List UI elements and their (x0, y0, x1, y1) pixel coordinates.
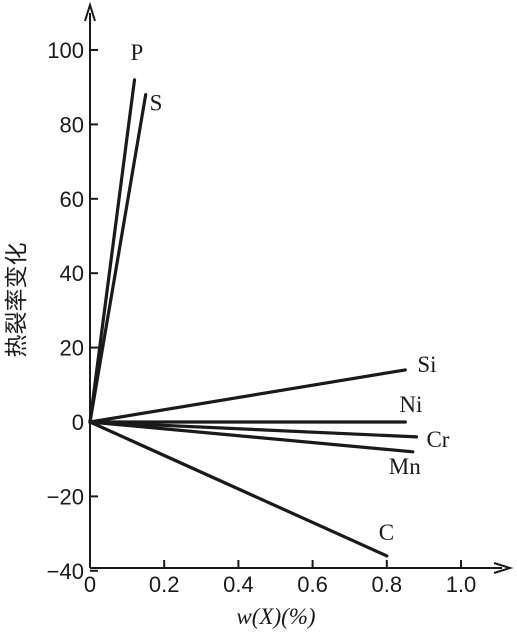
series-label-cr: Cr (426, 427, 449, 452)
y-tick-label: 20 (60, 336, 84, 361)
y-tick-label: 80 (60, 112, 84, 137)
y-tick-label: −20 (47, 484, 84, 509)
series-label-p: P (131, 40, 144, 65)
series-line-s (88, 93, 148, 424)
series-line-c (88, 420, 389, 558)
series-line-p (88, 78, 137, 424)
series-group (88, 78, 419, 558)
series-line-cr (88, 420, 419, 439)
series-label-si: Si (417, 352, 436, 377)
y-axis-arrow-icon (84, 1, 96, 22)
x-tick-label: 0.2 (149, 572, 180, 597)
x-axis-title: w(X)(%) (236, 604, 315, 629)
y-axis-title: 热裂率变化 (4, 243, 30, 358)
axes (84, 1, 514, 574)
y-tick-label: 40 (60, 261, 84, 286)
x-tick-label: 1.0 (446, 572, 477, 597)
y-tick-label: 60 (60, 187, 84, 212)
x-tick-label: 0.8 (372, 572, 403, 597)
x-axis-arrow-icon (493, 562, 514, 574)
y-tick-label: 0 (72, 410, 84, 435)
x-tick-label: 0.4 (223, 572, 254, 597)
y-tick-label: −40 (47, 559, 84, 584)
series-line-si (88, 368, 407, 424)
x-tick-label: 0.6 (297, 572, 328, 597)
series-label-ni: Ni (399, 392, 422, 417)
series-label-s: S (150, 91, 163, 116)
series-label-c: C (379, 520, 394, 545)
x-tick-label: 0 (84, 572, 96, 597)
series-label-mn: Mn (389, 454, 421, 479)
series-line-mn (88, 420, 415, 454)
y-tick-label: 100 (47, 38, 84, 63)
